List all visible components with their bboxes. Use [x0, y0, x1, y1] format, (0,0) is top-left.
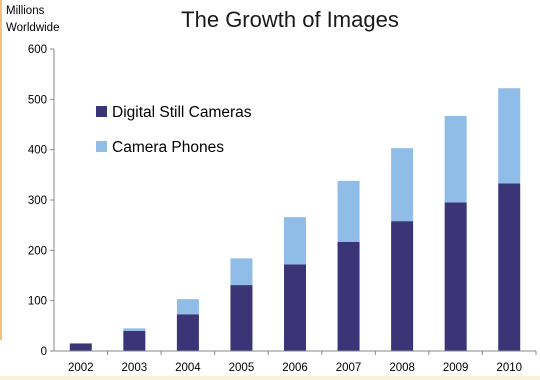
x-tick-label: 2007 — [336, 362, 362, 374]
y-tick-label: 500 — [28, 94, 47, 106]
bar-digital-still-cameras-2004 — [177, 314, 199, 351]
legend-swatch — [96, 106, 107, 117]
bar-camera-phones-2004 — [177, 299, 199, 314]
x-tick-label: 2002 — [68, 362, 94, 374]
y-tick-label: 600 — [28, 44, 47, 56]
chart-title: The Growth of Images — [181, 7, 399, 32]
bar-camera-phones-2005 — [230, 258, 252, 285]
x-tick-label: 2010 — [496, 362, 522, 374]
legend: Digital Still Cameras Camera Phones — [96, 104, 252, 156]
x-axis: 2002 2003 2004 2005 2006 2007 2008 2009 2010 — [54, 351, 536, 374]
y-tick-label: 300 — [28, 195, 47, 207]
bar-digital-still-cameras-2007 — [338, 242, 360, 351]
bar-digital-still-cameras-2010 — [498, 183, 520, 351]
y-tick-label: 200 — [28, 245, 47, 257]
x-tick-label: 2009 — [443, 362, 469, 374]
legend-label: Camera Phones — [112, 139, 224, 156]
bars-group — [70, 88, 520, 351]
y-axis-label-line-1: Millions — [6, 5, 45, 17]
bar-camera-phones-2008 — [391, 148, 413, 221]
x-tick-label: 2005 — [229, 362, 255, 374]
x-tick-label: 2003 — [122, 362, 148, 374]
bar-digital-still-cameras-2002 — [70, 343, 92, 351]
bar-digital-still-cameras-2003 — [123, 331, 145, 351]
bar-digital-still-cameras-2005 — [230, 285, 252, 351]
bar-camera-phones-2007 — [338, 181, 360, 242]
y-axis-label-line-2: Worldwide — [6, 22, 59, 34]
x-tick-label: 2008 — [389, 362, 415, 374]
bar-digital-still-cameras-2006 — [284, 264, 306, 351]
y-tick-label: 100 — [28, 296, 47, 308]
bar-camera-phones-2010 — [498, 88, 520, 183]
y-tick-label: 400 — [28, 145, 47, 157]
bar-digital-still-cameras-2009 — [445, 203, 467, 351]
y-axis: 0 100 200 300 400 500 600 — [28, 44, 54, 358]
bar-camera-phones-2006 — [284, 217, 306, 264]
x-tick-label: 2004 — [175, 362, 201, 374]
bar-camera-phones-2003 — [123, 328, 145, 331]
y-tick-label: 0 — [41, 346, 47, 358]
bar-camera-phones-2009 — [445, 116, 467, 203]
bar-digital-still-cameras-2008 — [391, 221, 413, 351]
legend-swatch — [96, 141, 107, 152]
x-tick-label: 2006 — [282, 362, 308, 374]
legend-label: Digital Still Cameras — [112, 104, 252, 121]
